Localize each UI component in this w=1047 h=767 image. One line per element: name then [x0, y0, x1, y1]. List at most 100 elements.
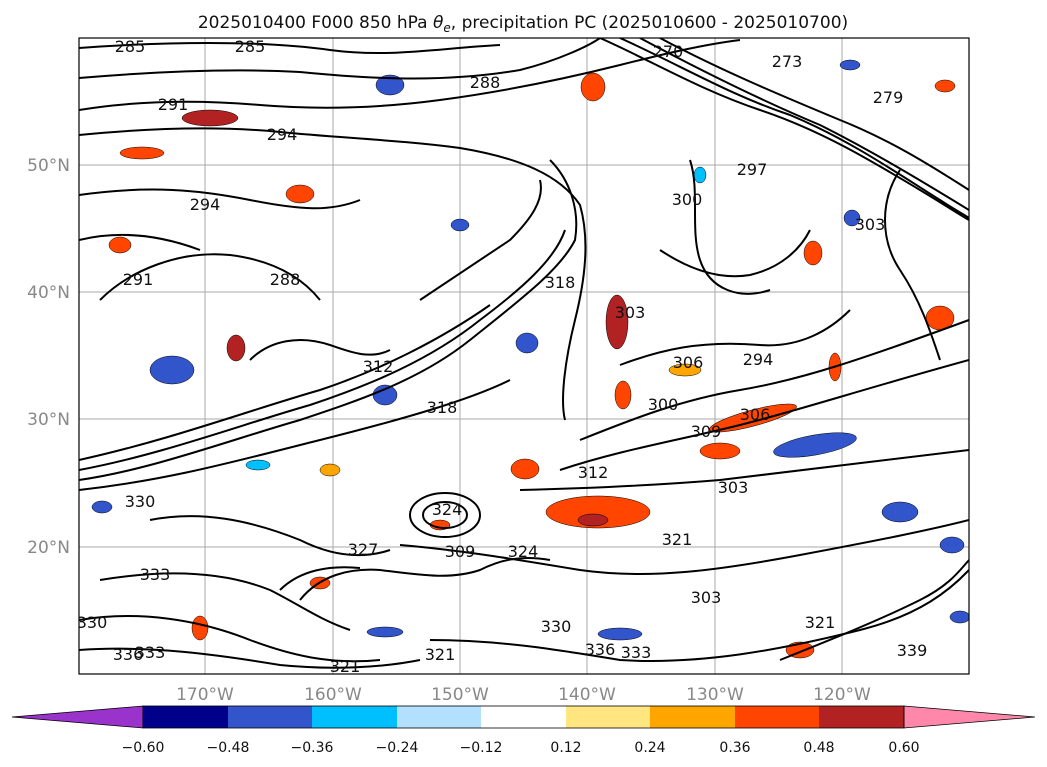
contour-label: 285 — [115, 37, 146, 56]
contour-label: 303 — [718, 478, 749, 497]
contour-label: 306 — [673, 353, 704, 372]
lon-label-140w: 140°W — [558, 685, 616, 705]
contour-label: 333 — [140, 565, 171, 584]
contour-line — [884, 169, 941, 361]
contour-line — [79, 647, 421, 669]
contour-line — [409, 492, 481, 538]
precip-patch — [226, 334, 246, 362]
precip-patch — [515, 332, 539, 354]
contour-label: 321 — [662, 530, 693, 549]
contour-label: 333 — [621, 643, 652, 662]
contour-line — [79, 379, 511, 491]
contour-label: 291 — [158, 95, 189, 114]
contour-label: 294 — [743, 350, 774, 369]
contour-line — [419, 179, 542, 301]
precip-patch — [375, 74, 405, 96]
precip-patch — [605, 294, 629, 350]
contour-line — [99, 572, 351, 631]
contour-line — [299, 557, 551, 601]
precip-patch — [803, 240, 823, 266]
contour-line — [79, 233, 201, 251]
colorbar-segment — [143, 706, 228, 728]
lon-label-160w: 160°W — [304, 685, 362, 705]
precip-patch — [699, 442, 741, 460]
contour-label: 303 — [615, 303, 646, 322]
contour-line — [79, 42, 501, 55]
contour-line — [429, 569, 969, 662]
contour-label: 309 — [691, 422, 722, 441]
colorbar-extend-high — [903, 705, 1036, 729]
colorbar-tick-labels: −0.60 −0.48 −0.36 −0.24 −0.12 0.12 0.24 … — [122, 740, 920, 756]
contour-line — [422, 501, 468, 529]
colorbar: −0.60 −0.48 −0.36 −0.24 −0.12 0.12 0.24 … — [11, 705, 1036, 756]
colorbar-segment — [481, 706, 566, 728]
precip-patch — [881, 501, 919, 523]
colorbar-tick: −0.36 — [291, 740, 334, 756]
precip-patch — [285, 184, 315, 204]
map-frame — [78, 37, 970, 675]
colorbar-extend-low — [11, 705, 144, 729]
contour-line — [79, 229, 566, 471]
contour-label: 288 — [470, 73, 501, 92]
precip-patch — [108, 236, 132, 254]
precip-patch — [580, 72, 606, 102]
lat-label-30n: 30°N — [27, 410, 70, 430]
contour-line — [659, 38, 969, 191]
precip-patch — [149, 355, 195, 385]
lat-label-50n: 50°N — [27, 156, 70, 176]
precip-patch — [709, 403, 797, 433]
colorbar-segment — [735, 706, 819, 728]
lon-label-130w: 130°W — [686, 685, 744, 705]
precipitation-fill — [91, 59, 969, 659]
contour-label: 312 — [363, 357, 394, 376]
colorbar-segment — [566, 706, 650, 728]
contour-label: 288 — [270, 270, 301, 289]
colorbar-tick: 0.24 — [634, 740, 665, 756]
colorbar-tick: 0.12 — [550, 740, 581, 756]
contour-line — [619, 309, 851, 366]
contour-label: 309 — [445, 542, 476, 561]
theta-e-contours — [79, 38, 969, 669]
contour-label: 303 — [691, 588, 722, 607]
precip-patch — [597, 627, 643, 641]
colorbar-tick: −0.60 — [122, 740, 165, 756]
precip-patch — [934, 79, 956, 93]
precip-patch — [91, 500, 113, 514]
contour-line — [279, 566, 361, 591]
colorbar-segment — [312, 706, 397, 728]
precip-patch — [119, 146, 165, 160]
contour-label: 330 — [125, 492, 156, 511]
precip-patch — [577, 513, 609, 527]
contour-label: 321 — [805, 613, 836, 632]
contour-label: 333 — [135, 643, 166, 662]
precip-patch — [693, 166, 707, 184]
contour-labels: 285 285 270 273 288 291 294 279 297 294 … — [79, 37, 927, 674]
contour-line — [79, 38, 601, 80]
colorbar-tick: 0.48 — [803, 740, 834, 756]
precip-patch — [366, 626, 404, 638]
contour-line — [619, 38, 969, 219]
precip-patch — [668, 363, 702, 377]
contour-label: 270 — [653, 42, 684, 61]
contour-label: 285 — [235, 37, 266, 56]
contour-line — [79, 188, 361, 210]
precip-patch — [545, 495, 651, 529]
precip-patch — [614, 380, 632, 410]
contour-line — [79, 615, 381, 663]
contour-label: 321 — [425, 645, 456, 664]
colorbar-segment — [397, 706, 481, 728]
contour-label: 324 — [432, 500, 463, 519]
contour-label: 306 — [740, 405, 771, 424]
contour-line — [779, 559, 969, 661]
contour-line — [79, 304, 491, 461]
colorbar-segment — [228, 706, 312, 728]
lon-label-150w: 150°W — [431, 685, 489, 705]
contour-line — [249, 339, 391, 361]
contour-line — [99, 253, 321, 301]
contour-line — [79, 159, 578, 481]
colorbar-tick: 0.60 — [888, 740, 919, 756]
contour-label: 336 — [113, 645, 144, 664]
contour-label: 324 — [508, 542, 539, 561]
colorbar-tick: 0.36 — [719, 740, 750, 756]
